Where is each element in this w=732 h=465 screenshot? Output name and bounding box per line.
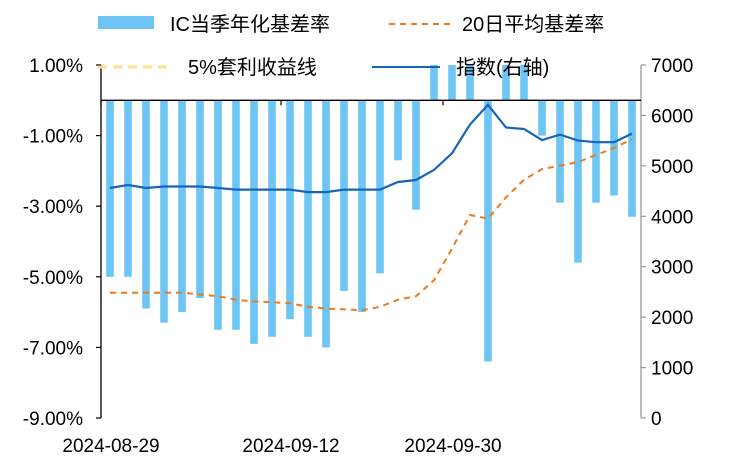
bar-ic-basis-12 xyxy=(322,100,330,348)
right-tick-label-4: 3000 xyxy=(651,258,693,279)
left-axis-ticks: 1.00% -1.00% -3.00% -5.00% -7.00% -9.00% xyxy=(23,56,101,430)
axis-lines xyxy=(100,65,642,418)
right-axis-ticks: 7000 6000 5000 4000 3000 2000 1000 0 xyxy=(641,56,693,430)
bar-ic-basis-19 xyxy=(448,65,456,101)
legend-swatch-ic-basis xyxy=(98,16,154,29)
line-series-layer xyxy=(109,103,633,312)
left-tick-label-2: -3.00% xyxy=(23,197,83,218)
bar-ic-basis-25 xyxy=(556,100,564,203)
left-tick-label-3: -5.00% xyxy=(23,268,83,289)
legend-label-arb: 5%套利收益线 xyxy=(188,56,317,79)
line-ma20 xyxy=(110,138,633,312)
bar-ic-basis-17 xyxy=(412,100,420,210)
right-tick-label-3: 4000 xyxy=(651,207,693,228)
right-tick-label-2: 5000 xyxy=(651,157,693,178)
right-tick-label-5: 2000 xyxy=(651,308,693,329)
bar-ic-basis-5 xyxy=(196,100,204,298)
bar-series-ic-basis xyxy=(106,65,636,362)
bar-ic-basis-23 xyxy=(520,65,528,101)
bar-ic-basis-18 xyxy=(430,65,438,101)
bar-ic-basis-0 xyxy=(106,100,114,277)
bar-ic-basis-1 xyxy=(124,100,132,277)
bar-ic-basis-4 xyxy=(178,100,186,313)
bar-ic-basis-11 xyxy=(304,100,312,337)
bar-ic-basis-14 xyxy=(358,100,366,313)
legend-label-ic-basis: IC当季年化基差率 xyxy=(170,13,330,36)
right-tick-label-7: 0 xyxy=(651,409,662,430)
bar-ic-basis-22 xyxy=(502,65,510,101)
right-tick-label-6: 1000 xyxy=(651,359,693,380)
bar-ic-basis-26 xyxy=(574,100,582,263)
bar-ic-basis-24 xyxy=(538,100,546,136)
left-tick-label-5: -9.00% xyxy=(23,409,83,430)
line-index xyxy=(109,103,633,194)
x-tick-label-1: 2024-09-12 xyxy=(242,436,339,457)
bar-ic-basis-3 xyxy=(160,100,168,323)
bar-ic-basis-29 xyxy=(628,100,636,217)
bar-ic-basis-7 xyxy=(232,100,240,330)
bar-ic-basis-27 xyxy=(592,100,600,203)
x-axis-ticks: 2024-08-29 2024-09-12 2024-09-30 xyxy=(62,100,502,457)
x-tick-label-0: 2024-08-29 xyxy=(62,436,159,457)
legend: IC当季年化基差率 20日平均基差率 5%套利收益线 指数(右轴) xyxy=(98,13,604,79)
bar-ic-basis-20 xyxy=(466,65,474,101)
bar-ic-basis-2 xyxy=(142,100,150,309)
bar-ic-basis-13 xyxy=(340,100,348,291)
legend-label-ma20: 20日平均基差率 xyxy=(462,13,604,36)
bar-ic-basis-8 xyxy=(250,100,258,344)
right-tick-label-0: 7000 xyxy=(651,56,693,77)
bar-ic-basis-9 xyxy=(268,100,276,337)
left-tick-label-4: -7.00% xyxy=(23,338,83,359)
x-tick-label-2: 2024-09-30 xyxy=(404,436,501,457)
left-tick-label-1: -1.00% xyxy=(23,127,83,148)
bar-ic-basis-15 xyxy=(376,100,384,274)
right-tick-label-1: 6000 xyxy=(651,106,693,127)
bar-ic-basis-10 xyxy=(286,100,294,320)
legend-label-index: 指数(右轴) xyxy=(456,56,549,79)
left-tick-label-0: 1.00% xyxy=(29,56,83,77)
bar-ic-basis-21 xyxy=(484,100,492,362)
bar-ic-basis-6 xyxy=(214,100,222,330)
bar-ic-basis-16 xyxy=(394,100,402,161)
